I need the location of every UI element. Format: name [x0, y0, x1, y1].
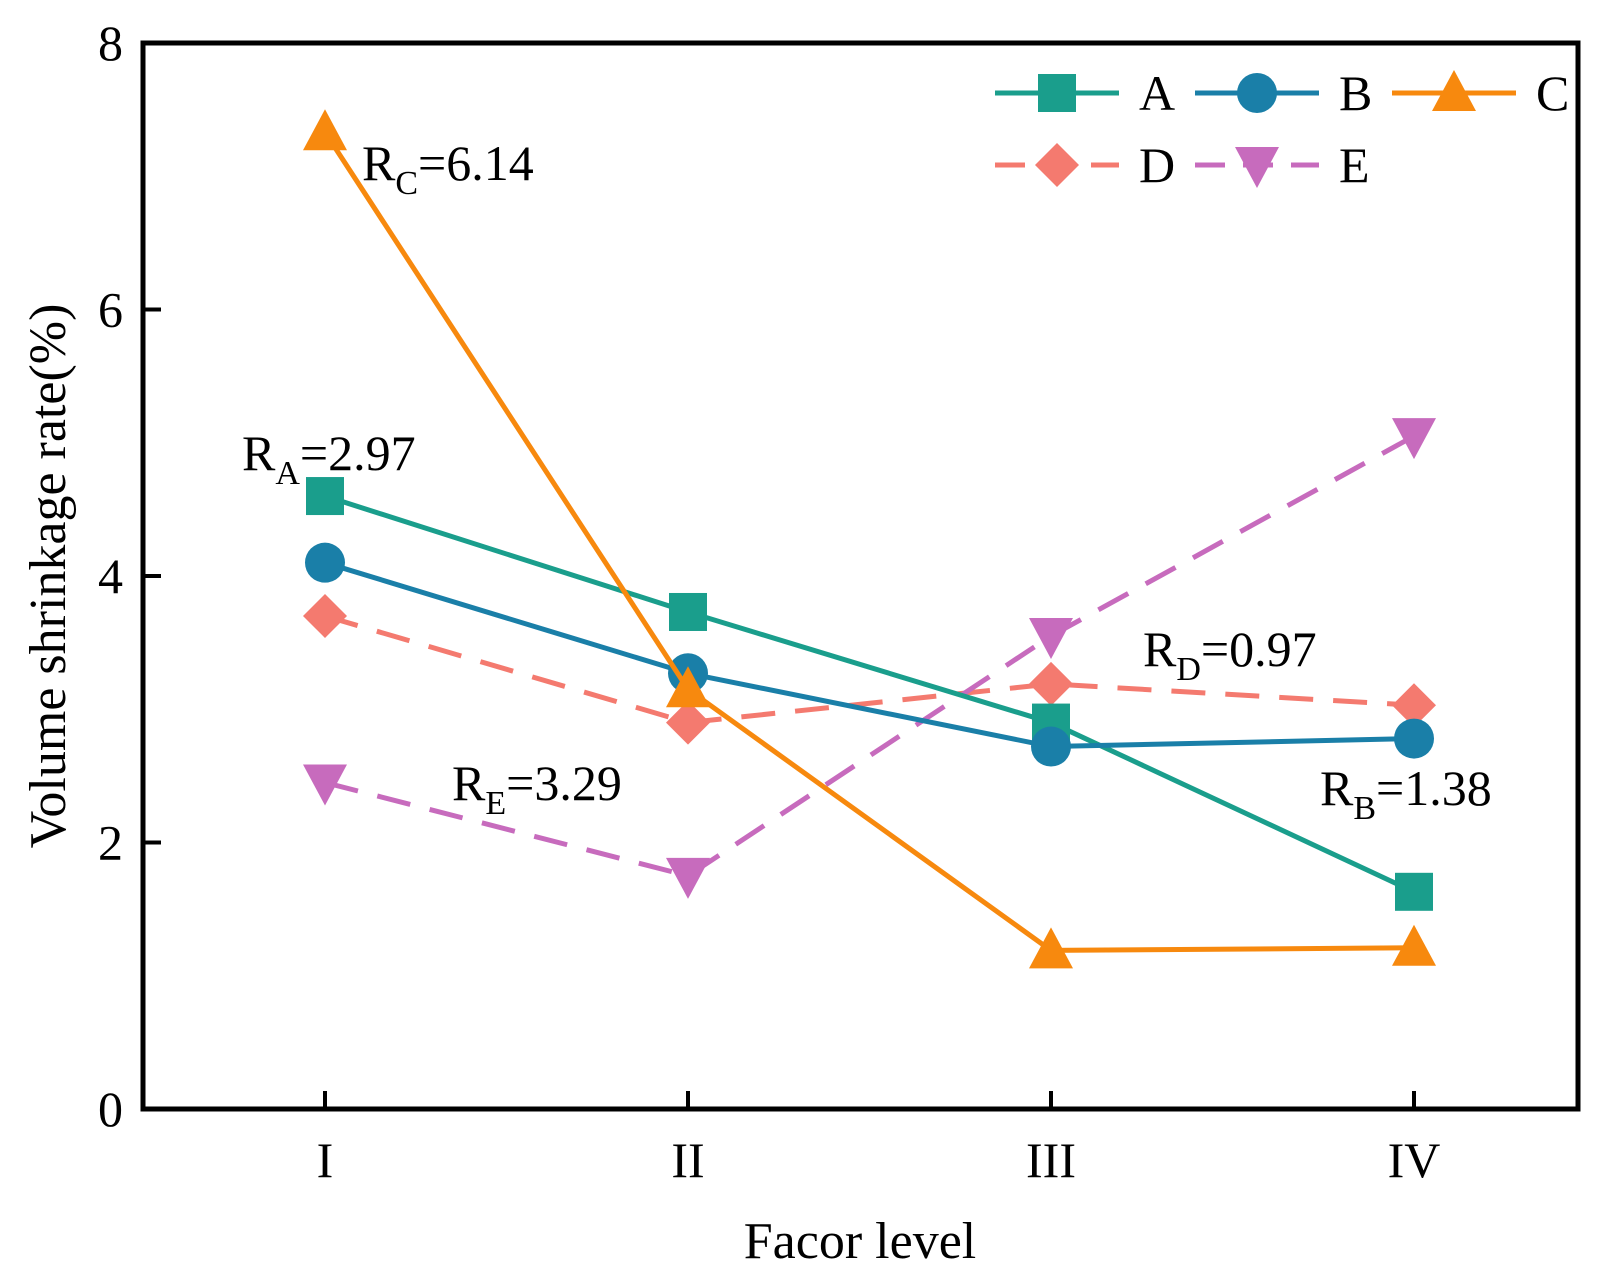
data-point-b: [305, 542, 345, 583]
data-point-d: [1029, 661, 1073, 706]
series-e: [303, 418, 1436, 899]
data-point-d: [303, 593, 347, 638]
legend-marker: [1035, 143, 1079, 187]
data-point-c: [1392, 924, 1436, 966]
data-point-a: [306, 477, 344, 516]
legend-item-a: A: [995, 65, 1175, 121]
data-point-c: [666, 666, 710, 708]
x-axis-title: Facor level: [744, 1213, 976, 1270]
legend-label: C: [1536, 65, 1569, 121]
data-point-b: [1394, 718, 1434, 759]
series-layer: [303, 109, 1436, 969]
data-point-e: [666, 857, 710, 899]
range-annotations: RC=6.14 RA=2.97 RD=0.97 RE=3.29 RB=1.38: [242, 135, 1492, 827]
y-tick-label: 8: [98, 15, 123, 71]
annotation-ra: RA=2.97: [242, 425, 416, 492]
annotation-rb: RB=1.38: [1320, 760, 1492, 827]
x-axis-ticks: I II III IV: [317, 1091, 1441, 1188]
y-axis-ticks: 0 2 4 6 8: [98, 15, 161, 1137]
y-tick-label: 0: [98, 1081, 123, 1137]
series-line-c: [322, 130, 1415, 953]
series-line-d: [324, 613, 1415, 726]
series-b: [305, 542, 1434, 767]
y-tick-label: 2: [98, 815, 123, 871]
legend-item-c: C: [1392, 65, 1569, 121]
legend-label: B: [1339, 65, 1372, 121]
y-tick-label: 6: [98, 282, 123, 338]
legend-marker: [1235, 147, 1279, 188]
legend-item-d: D: [995, 137, 1175, 193]
y-axis-title: Volume shrinkage rate(%): [20, 304, 77, 849]
annotation-rc: RC=6.14: [362, 135, 534, 202]
legend-marker: [1038, 74, 1076, 112]
series-line-e: [324, 433, 1416, 879]
data-point-e: [1029, 617, 1073, 659]
data-point-d: [1392, 683, 1436, 728]
legend: A B C D E: [995, 65, 1569, 193]
series-d: [303, 593, 1436, 745]
data-point-e: [1392, 418, 1436, 460]
series-a: [306, 477, 1433, 911]
data-point-a: [1395, 872, 1433, 911]
legend-marker: [1432, 70, 1476, 111]
series-c: [303, 109, 1436, 969]
x-tick-label: II: [671, 1132, 704, 1188]
data-point-c: [1029, 927, 1073, 969]
series-line-a: [324, 493, 1416, 895]
data-point-c: [303, 109, 347, 151]
annotation-rd: RD=0.97: [1143, 621, 1317, 688]
data-point-b: [1031, 726, 1071, 767]
y-tick-label: 4: [98, 548, 123, 604]
legend-marker: [1237, 73, 1277, 113]
data-point-e: [303, 764, 347, 806]
x-tick-label: IV: [1388, 1132, 1441, 1188]
x-tick-label: I: [317, 1132, 334, 1188]
data-point-d: [666, 700, 710, 745]
legend-label: E: [1339, 137, 1370, 193]
legend-label: D: [1139, 137, 1175, 193]
legend-label: A: [1139, 65, 1175, 121]
annotation-re: RE=3.29: [452, 755, 622, 822]
data-point-a: [669, 592, 707, 631]
legend-item-e: E: [1195, 137, 1370, 193]
legend-item-b: B: [1195, 65, 1372, 121]
series-line-b: [324, 560, 1415, 750]
x-tick-label: III: [1026, 1132, 1076, 1188]
